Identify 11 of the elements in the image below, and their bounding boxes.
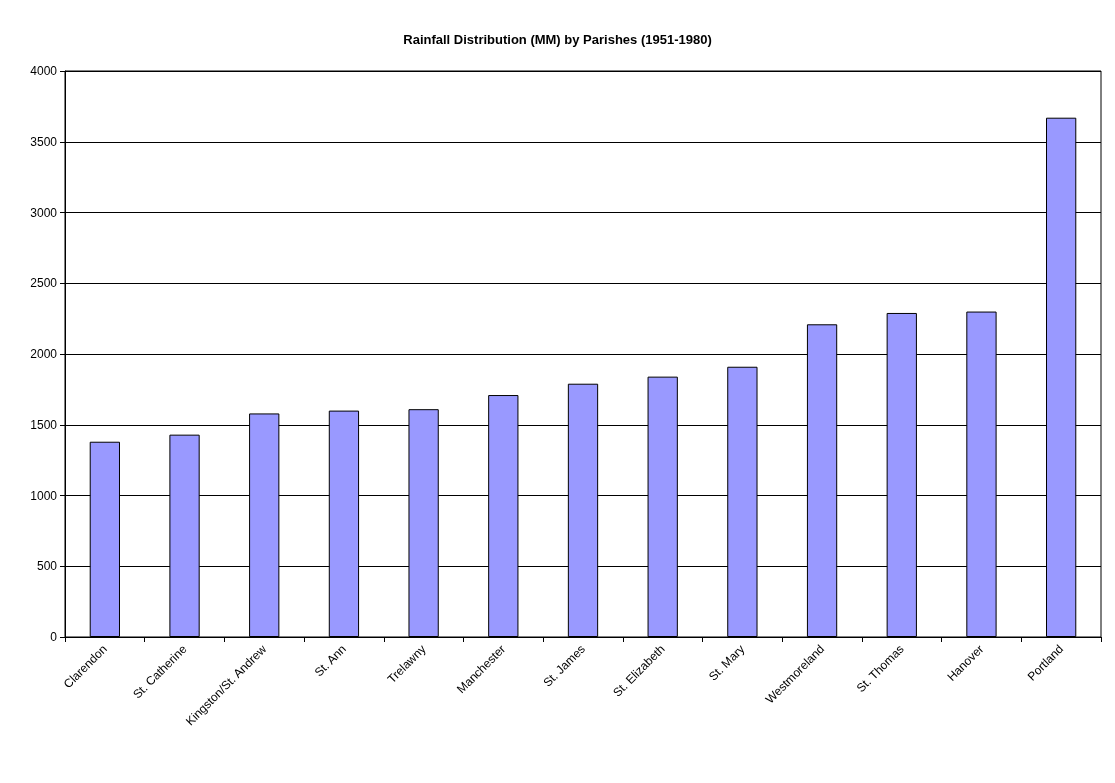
- y-tick-label: 3000: [30, 205, 58, 220]
- y-tick-label: 0: [50, 630, 58, 644]
- x-tick-label: St. Ann: [311, 642, 349, 680]
- chart-title: Rainfall Distribution (MM) by Parishes (1951-1980): [403, 32, 712, 47]
- y-tick-label: 2000: [30, 347, 58, 361]
- y-tick-label: 2500: [30, 276, 58, 291]
- y-tick-label: 1000: [30, 488, 58, 503]
- y-tick-label: 3500: [30, 134, 58, 149]
- y-tick-label: 1500: [30, 417, 58, 432]
- y-tick-label: 4000: [30, 64, 58, 78]
- y-tick-label: 500: [36, 559, 58, 574]
